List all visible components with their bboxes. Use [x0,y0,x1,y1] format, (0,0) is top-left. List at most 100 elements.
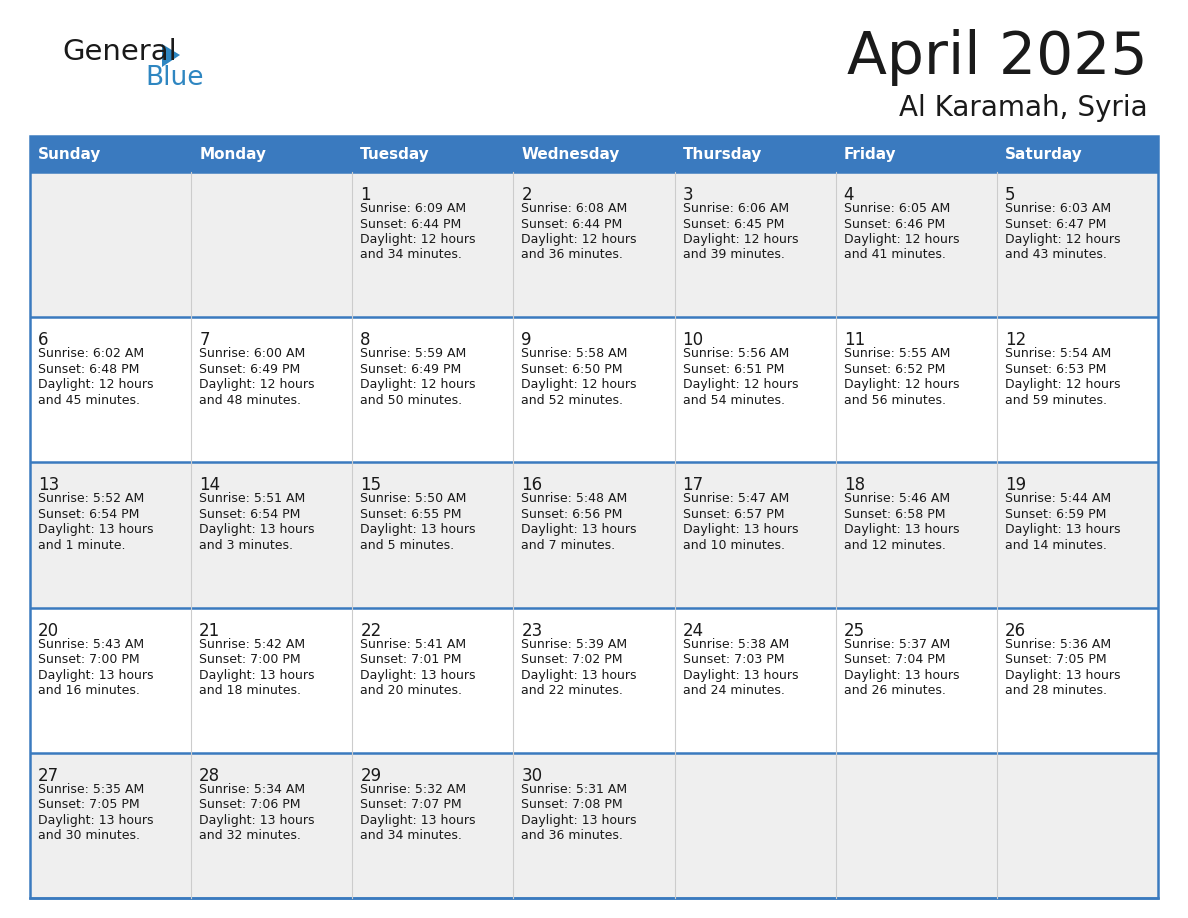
Text: Daylight: 12 hours: Daylight: 12 hours [683,378,798,391]
Text: Daylight: 12 hours: Daylight: 12 hours [360,233,475,246]
Text: Sunrise: 5:52 AM: Sunrise: 5:52 AM [38,492,144,506]
Text: Sunrise: 6:00 AM: Sunrise: 6:00 AM [200,347,305,360]
Text: and 59 minutes.: and 59 minutes. [1005,394,1107,407]
Text: and 36 minutes.: and 36 minutes. [522,249,624,262]
Text: Daylight: 12 hours: Daylight: 12 hours [360,378,475,391]
Text: and 20 minutes.: and 20 minutes. [360,684,462,697]
Text: 6: 6 [38,331,49,349]
Text: Sunset: 7:00 PM: Sunset: 7:00 PM [38,653,140,666]
Text: 1: 1 [360,186,371,204]
Text: and 24 minutes.: and 24 minutes. [683,684,784,697]
Text: Daylight: 12 hours: Daylight: 12 hours [1005,378,1120,391]
Text: Sunrise: 5:36 AM: Sunrise: 5:36 AM [1005,638,1111,651]
Text: and 16 minutes.: and 16 minutes. [38,684,140,697]
Text: Sunrise: 5:51 AM: Sunrise: 5:51 AM [200,492,305,506]
Text: Sunrise: 6:06 AM: Sunrise: 6:06 AM [683,202,789,215]
Text: Sunrise: 5:37 AM: Sunrise: 5:37 AM [843,638,950,651]
Text: Sunrise: 5:41 AM: Sunrise: 5:41 AM [360,638,467,651]
Text: 17: 17 [683,476,703,495]
Text: and 39 minutes.: and 39 minutes. [683,249,784,262]
Text: Sunset: 7:01 PM: Sunset: 7:01 PM [360,653,462,666]
Text: Sunset: 6:46 PM: Sunset: 6:46 PM [843,218,944,230]
Text: Wednesday: Wednesday [522,147,620,162]
Text: Sunrise: 5:56 AM: Sunrise: 5:56 AM [683,347,789,360]
Text: Sunset: 7:04 PM: Sunset: 7:04 PM [843,653,946,666]
Text: Al Karamah, Syria: Al Karamah, Syria [899,94,1148,122]
Text: Friday: Friday [843,147,896,162]
Text: and 28 minutes.: and 28 minutes. [1005,684,1107,697]
Text: and 48 minutes.: and 48 minutes. [200,394,301,407]
Text: Sunset: 6:48 PM: Sunset: 6:48 PM [38,363,139,375]
Text: Sunset: 6:47 PM: Sunset: 6:47 PM [1005,218,1106,230]
Text: and 52 minutes.: and 52 minutes. [522,394,624,407]
Text: 9: 9 [522,331,532,349]
Text: 13: 13 [38,476,59,495]
Text: Sunrise: 5:39 AM: Sunrise: 5:39 AM [522,638,627,651]
Text: Sunset: 6:44 PM: Sunset: 6:44 PM [522,218,623,230]
Text: Daylight: 13 hours: Daylight: 13 hours [683,668,798,681]
Text: Sunset: 6:44 PM: Sunset: 6:44 PM [360,218,461,230]
Text: Daylight: 13 hours: Daylight: 13 hours [1005,668,1120,681]
Bar [30,753,1158,898]
Text: Sunset: 7:03 PM: Sunset: 7:03 PM [683,653,784,666]
Text: and 34 minutes.: and 34 minutes. [360,829,462,843]
Text: 18: 18 [843,476,865,495]
Text: Sunrise: 5:48 AM: Sunrise: 5:48 AM [522,492,627,506]
Text: Daylight: 13 hours: Daylight: 13 hours [360,523,475,536]
Text: Sunrise: 5:55 AM: Sunrise: 5:55 AM [843,347,950,360]
Text: Daylight: 12 hours: Daylight: 12 hours [522,233,637,246]
Text: Sunrise: 5:46 AM: Sunrise: 5:46 AM [843,492,950,506]
Text: 26: 26 [1005,621,1026,640]
Text: and 54 minutes.: and 54 minutes. [683,394,784,407]
Text: Daylight: 13 hours: Daylight: 13 hours [522,523,637,536]
Text: Sunset: 7:02 PM: Sunset: 7:02 PM [522,653,623,666]
Text: and 12 minutes.: and 12 minutes. [843,539,946,552]
Text: and 50 minutes.: and 50 minutes. [360,394,462,407]
Text: and 36 minutes.: and 36 minutes. [522,829,624,843]
Text: and 26 minutes.: and 26 minutes. [843,684,946,697]
Text: 30: 30 [522,767,543,785]
Bar [30,136,1158,172]
Text: 20: 20 [38,621,59,640]
Text: General: General [62,38,177,66]
Text: Tuesday: Tuesday [360,147,430,162]
Polygon shape [162,44,181,67]
Text: Daylight: 13 hours: Daylight: 13 hours [843,523,959,536]
Text: Sunrise: 5:34 AM: Sunrise: 5:34 AM [200,783,305,796]
Text: 11: 11 [843,331,865,349]
Text: and 43 minutes.: and 43 minutes. [1005,249,1107,262]
Text: Sunset: 6:59 PM: Sunset: 6:59 PM [1005,508,1106,521]
Text: and 7 minutes.: and 7 minutes. [522,539,615,552]
Text: 4: 4 [843,186,854,204]
Text: Daylight: 12 hours: Daylight: 12 hours [200,378,315,391]
Text: Daylight: 12 hours: Daylight: 12 hours [683,233,798,246]
Text: Sunrise: 5:32 AM: Sunrise: 5:32 AM [360,783,467,796]
Text: Sunset: 6:49 PM: Sunset: 6:49 PM [360,363,461,375]
Text: Sunset: 6:45 PM: Sunset: 6:45 PM [683,218,784,230]
Text: Sunrise: 5:59 AM: Sunrise: 5:59 AM [360,347,467,360]
Text: Sunset: 6:50 PM: Sunset: 6:50 PM [522,363,623,375]
Bar [30,172,1158,318]
Text: 12: 12 [1005,331,1026,349]
Text: Daylight: 12 hours: Daylight: 12 hours [1005,233,1120,246]
Text: Sunrise: 6:03 AM: Sunrise: 6:03 AM [1005,202,1111,215]
Text: Daylight: 13 hours: Daylight: 13 hours [843,668,959,681]
Text: and 30 minutes.: and 30 minutes. [38,829,140,843]
Text: Sunset: 7:08 PM: Sunset: 7:08 PM [522,799,623,812]
Text: 29: 29 [360,767,381,785]
Text: Daylight: 12 hours: Daylight: 12 hours [843,378,959,391]
Text: 10: 10 [683,331,703,349]
Text: Sunset: 7:00 PM: Sunset: 7:00 PM [200,653,301,666]
Text: Daylight: 13 hours: Daylight: 13 hours [200,668,315,681]
Text: Daylight: 13 hours: Daylight: 13 hours [200,813,315,827]
Bar [30,318,1158,463]
Text: Sunrise: 6:02 AM: Sunrise: 6:02 AM [38,347,144,360]
Text: Daylight: 12 hours: Daylight: 12 hours [38,378,153,391]
Text: and 32 minutes.: and 32 minutes. [200,829,301,843]
Text: Sunset: 6:54 PM: Sunset: 6:54 PM [38,508,139,521]
Text: Sunrise: 6:09 AM: Sunrise: 6:09 AM [360,202,467,215]
Text: Sunset: 7:06 PM: Sunset: 7:06 PM [200,799,301,812]
Text: Daylight: 12 hours: Daylight: 12 hours [522,378,637,391]
Text: Sunrise: 5:42 AM: Sunrise: 5:42 AM [200,638,305,651]
Text: Sunrise: 5:31 AM: Sunrise: 5:31 AM [522,783,627,796]
